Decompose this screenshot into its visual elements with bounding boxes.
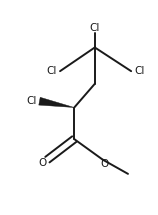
Polygon shape bbox=[39, 97, 74, 108]
Text: O: O bbox=[39, 158, 47, 168]
Text: Cl: Cl bbox=[46, 66, 57, 76]
Text: O: O bbox=[100, 159, 108, 169]
Text: Cl: Cl bbox=[26, 96, 36, 106]
Text: Cl: Cl bbox=[90, 23, 100, 33]
Text: Cl: Cl bbox=[134, 66, 145, 76]
